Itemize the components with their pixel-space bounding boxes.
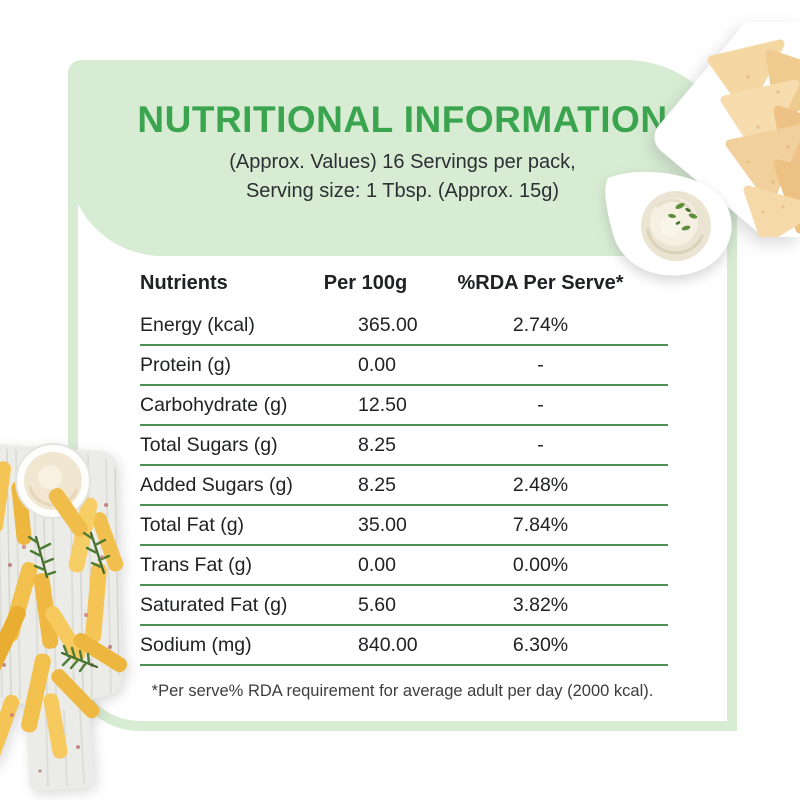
nutrient-name: Trans Fat (g) bbox=[140, 553, 252, 576]
nutrition-card: NUTRITIONAL INFORMATION (Approx. Values)… bbox=[68, 60, 737, 731]
table-row: Sodium (mg) 840.00 6.30% bbox=[140, 626, 668, 666]
nutrition-table: Nutrients Per 100g %RDA Per Serve* Energ… bbox=[140, 260, 668, 666]
column-header-per-100g: Per 100g bbox=[323, 271, 408, 294]
nutrient-name: Carbohydrate (g) bbox=[140, 393, 288, 416]
nutrient-name: Protein (g) bbox=[140, 353, 232, 376]
per-100g-value: 365.00 bbox=[358, 313, 418, 336]
rda-value: - bbox=[537, 353, 544, 376]
rda-value: 6.30% bbox=[512, 633, 569, 656]
rda-value: 7.84% bbox=[512, 513, 569, 536]
table-row: Saturated Fat (g) 5.60 3.82% bbox=[140, 586, 668, 626]
rda-value: - bbox=[537, 393, 544, 416]
rda-value: 3.82% bbox=[512, 593, 569, 616]
page-title: NUTRITIONAL INFORMATION bbox=[137, 99, 668, 140]
rda-value: - bbox=[537, 433, 544, 456]
rda-value: 2.74% bbox=[512, 313, 569, 336]
rda-value: 0.00% bbox=[512, 553, 569, 576]
per-100g-value: 8.25 bbox=[358, 433, 396, 456]
table-row: Protein (g) 0.00 - bbox=[140, 346, 668, 386]
rda-footnote: *Per serve% RDA requirement for average … bbox=[151, 682, 654, 700]
nutrient-name: Added Sugars (g) bbox=[140, 473, 293, 496]
nutrient-name: Saturated Fat (g) bbox=[140, 593, 288, 616]
per-100g-value: 840.00 bbox=[358, 633, 418, 656]
nutrient-name: Sodium (mg) bbox=[140, 633, 252, 656]
per-100g-value: 35.00 bbox=[358, 513, 407, 536]
column-header-nutrients: Nutrients bbox=[140, 271, 228, 294]
serving-info-line2: Serving size: 1 Tbsp. (Approx. 15g) bbox=[245, 179, 560, 202]
nutrient-name: Total Fat (g) bbox=[140, 513, 245, 536]
table-row: Trans Fat (g) 0.00 0.00% bbox=[140, 546, 668, 586]
table-row: Added Sugars (g) 8.25 2.48% bbox=[140, 466, 668, 506]
card-header: NUTRITIONAL INFORMATION (Approx. Values)… bbox=[68, 60, 737, 256]
table-row: Total Fat (g) 35.00 7.84% bbox=[140, 506, 668, 546]
table-row: Energy (kcal) 365.00 2.74% bbox=[140, 306, 668, 346]
nutrient-name: Total Sugars (g) bbox=[140, 433, 278, 456]
per-100g-value: 8.25 bbox=[358, 473, 396, 496]
per-100g-value: 0.00 bbox=[358, 553, 396, 576]
column-header-rda: %RDA Per Serve* bbox=[457, 271, 624, 294]
per-100g-value: 0.00 bbox=[358, 353, 396, 376]
table-row: Carbohydrate (g) 12.50 - bbox=[140, 386, 668, 426]
table-row: Total Sugars (g) 8.25 - bbox=[140, 426, 668, 466]
per-100g-value: 12.50 bbox=[358, 393, 407, 416]
serving-info-line1: (Approx. Values) 16 Servings per pack, bbox=[229, 150, 576, 173]
table-header-row: Nutrients Per 100g %RDA Per Serve* bbox=[140, 260, 668, 306]
rda-value: 2.48% bbox=[512, 473, 569, 496]
serving-info: (Approx. Values) 16 Servings per pack, S… bbox=[68, 148, 737, 206]
per-100g-value: 5.60 bbox=[358, 593, 396, 616]
nutrient-name: Energy (kcal) bbox=[140, 313, 255, 336]
